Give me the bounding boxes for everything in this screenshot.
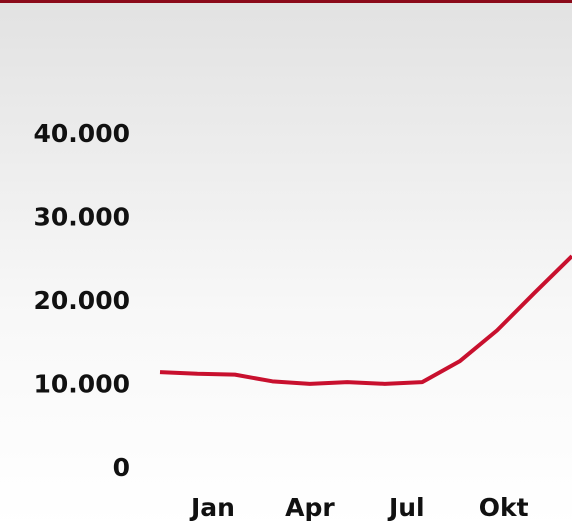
x-tick-label: Jan [189,493,235,522]
x-tick-label: Jul [387,493,425,522]
y-tick-label: 0 [113,453,130,482]
y-tick-label: 30.000 [34,203,130,232]
y-tick-label: 10.000 [34,370,130,399]
line [159,254,572,386]
top-border [0,0,572,3]
y-tick-label: 20.000 [34,286,130,315]
x-tick-label: Apr [285,493,335,522]
x-tick-label: Okt [479,493,529,522]
y-tick-label: 40.000 [34,119,130,148]
